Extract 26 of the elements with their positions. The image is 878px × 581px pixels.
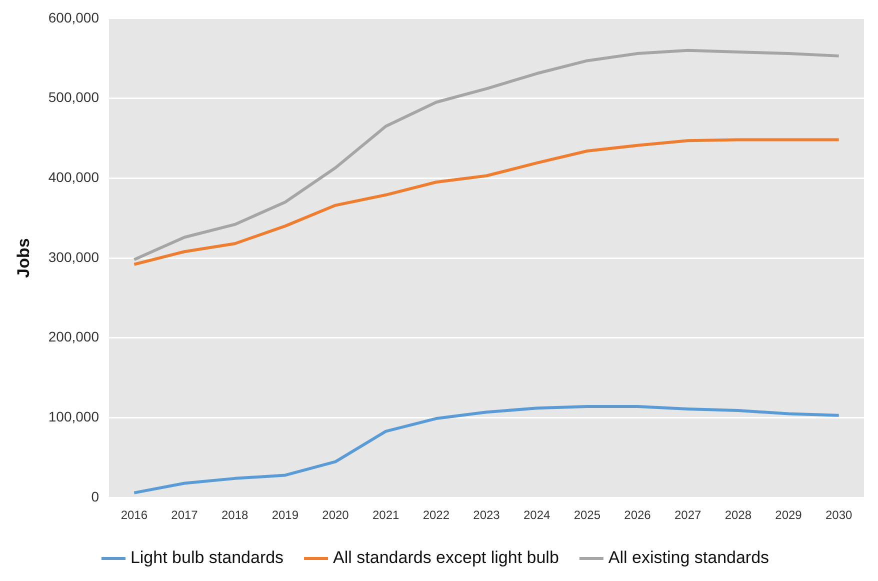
x-tick-label: 2020	[322, 508, 350, 522]
x-tick-label: 2028	[724, 508, 752, 522]
x-tick-label: 2017	[171, 508, 198, 522]
y-tick-label: 200,000	[48, 328, 100, 345]
x-tick-label: 2023	[473, 508, 500, 522]
x-tick-label: 2026	[624, 508, 652, 522]
x-tick-label: 2030	[825, 508, 853, 522]
legend-label: All existing standards	[608, 548, 770, 568]
x-tick-label: 2016	[120, 508, 148, 522]
y-axis-title: Jobs	[14, 238, 33, 278]
x-tick-label: 2029	[775, 508, 802, 522]
y-tick-label: 400,000	[48, 168, 100, 185]
x-tick-label: 2024	[523, 508, 551, 522]
legend-label: Light bulb standards	[130, 548, 284, 568]
y-tick-label: 0	[91, 488, 100, 504]
x-tick-label: 2019	[272, 508, 299, 522]
y-tick-label: 300,000	[48, 248, 100, 265]
x-tick-label: 2025	[574, 508, 601, 522]
x-tick-label: 2021	[372, 508, 400, 522]
x-tick-label: 2018	[221, 508, 249, 522]
x-tick-label: 2027	[674, 508, 702, 522]
x-tick-label: 2022	[422, 508, 450, 522]
legend-label: All standards except light bulb	[333, 548, 559, 568]
y-tick-label: 100,000	[48, 408, 100, 425]
y-tick-label: 600,000	[48, 9, 100, 26]
y-tick-label: 500,000	[48, 89, 100, 106]
